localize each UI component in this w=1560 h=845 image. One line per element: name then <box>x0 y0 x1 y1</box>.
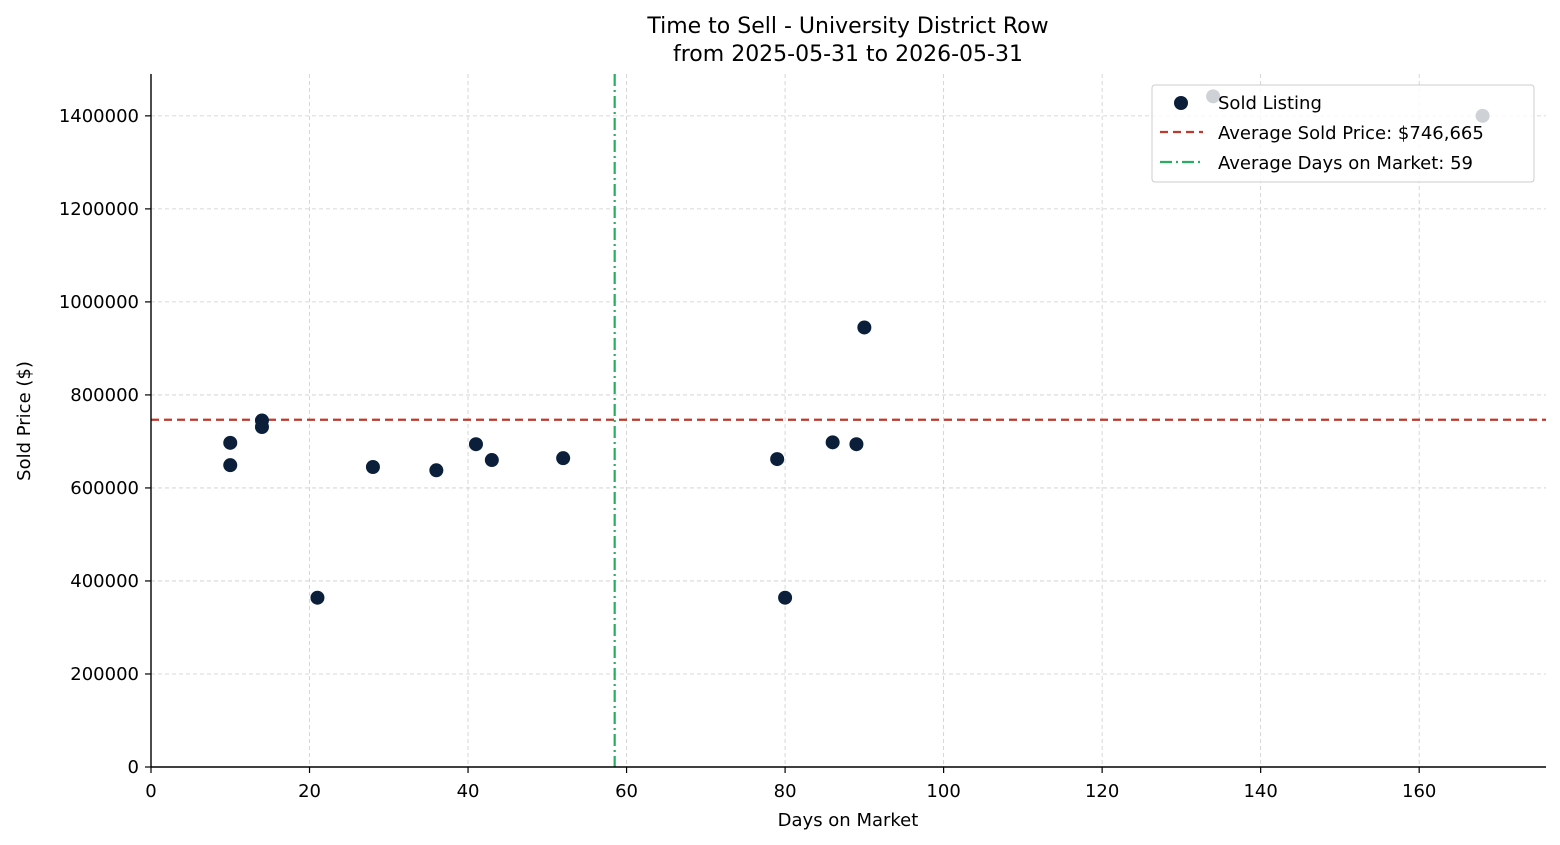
chart-title: Time to Sell - University District Row <box>646 14 1048 39</box>
y-tick-label: 800000 <box>70 385 139 406</box>
y-tick-label: 0 <box>128 757 139 778</box>
legend-marker-sold-listing <box>1174 96 1188 110</box>
y-tick-label: 1000000 <box>59 292 139 313</box>
legend-label-average-price: Average Sold Price: $746,665 <box>1218 123 1484 144</box>
x-tick-label: 160 <box>1402 781 1436 802</box>
data-point <box>365 460 380 475</box>
y-axis-title: Sold Price ($) <box>14 361 35 481</box>
data-point <box>778 590 793 605</box>
grid-lines <box>150 74 1546 768</box>
legend-label-sold-listing: Sold Listing <box>1218 93 1322 114</box>
chart-subtitle: from 2025-05-31 to 2026-05-31 <box>673 42 1023 67</box>
x-tick-label: 40 <box>457 781 480 802</box>
x-tick-label: 140 <box>1243 781 1277 802</box>
data-point <box>857 320 872 335</box>
legend: Sold Listing Average Sold Price: $746,66… <box>1151 84 1535 183</box>
y-tick-label: 1200000 <box>59 199 139 220</box>
y-tick-label: 400000 <box>70 571 139 592</box>
legend-box <box>1151 84 1535 183</box>
data-point <box>556 451 571 466</box>
x-axis-title: Days on Market <box>778 810 919 831</box>
y-tick-label: 1400000 <box>59 106 139 127</box>
data-point <box>429 463 444 478</box>
x-tick-label: 20 <box>298 781 321 802</box>
ticks: 0 20 40 60 80 100 120 140 160 0 200000 400000 600000… <box>59 106 1437 802</box>
data-point <box>223 458 238 473</box>
data-point <box>223 435 238 450</box>
legend-label-average-days: Average Days on Market: 59 <box>1218 153 1473 174</box>
data-point <box>770 452 785 467</box>
data-point <box>849 437 864 452</box>
data-point <box>484 453 499 468</box>
x-tick-label: 100 <box>926 781 960 802</box>
x-tick-label: 60 <box>615 781 638 802</box>
x-tick-label: 0 <box>145 781 156 802</box>
data-point <box>310 590 325 605</box>
axes <box>150 74 1546 768</box>
data-point <box>254 420 269 435</box>
data-point <box>468 437 483 452</box>
x-tick-label: 120 <box>1085 781 1119 802</box>
y-tick-label: 200000 <box>70 664 139 685</box>
y-tick-label: 600000 <box>70 478 139 499</box>
data-point <box>825 435 840 450</box>
reference-lines <box>151 74 1546 767</box>
x-tick-label: 80 <box>774 781 797 802</box>
